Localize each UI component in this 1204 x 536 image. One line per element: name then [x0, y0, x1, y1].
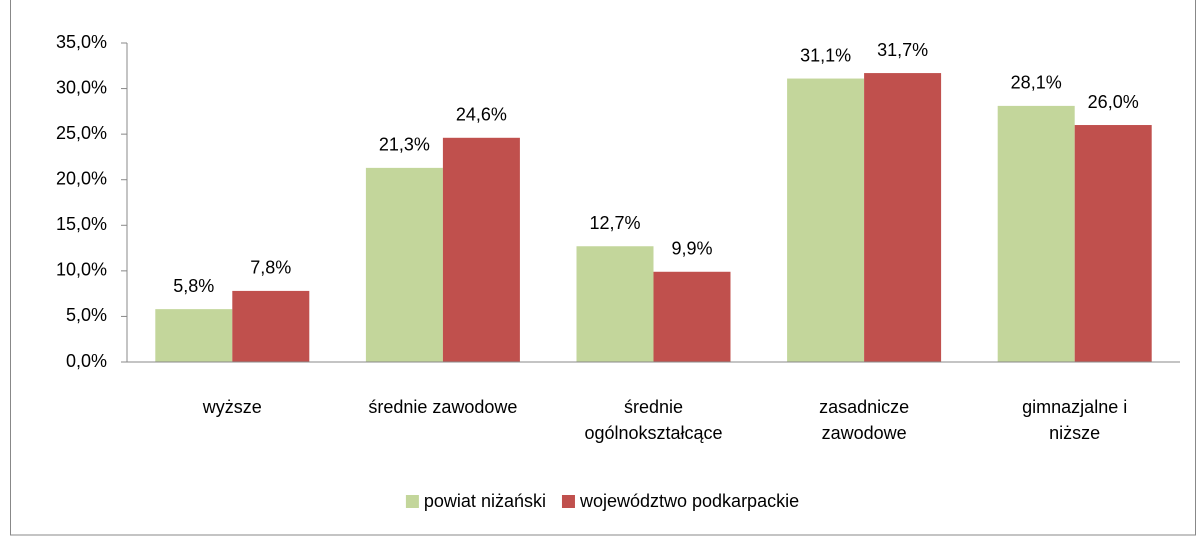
value-label: 12,7%: [589, 213, 640, 233]
value-label: 24,6%: [456, 105, 507, 125]
y-tick-label: 10,0%: [56, 260, 107, 280]
bar: [365, 167, 443, 362]
legend-swatch: [561, 495, 575, 508]
value-label: 28,1%: [1011, 73, 1062, 93]
x-tick-label: gimnazjalne i niższe: [1022, 397, 1127, 443]
bar: [653, 271, 731, 362]
legend-label: województwo podkarpackie: [579, 491, 799, 511]
bar: [155, 309, 233, 362]
value-label: 5,8%: [173, 276, 214, 296]
bar: [442, 137, 520, 362]
bar: [1074, 125, 1152, 363]
y-tick-label: 20,0%: [56, 168, 107, 188]
value-label: 26,0%: [1088, 92, 1139, 112]
x-tick-label: średnie zawodowe: [368, 397, 517, 417]
bar: [997, 105, 1075, 362]
value-label: 21,3%: [379, 135, 430, 155]
bar: [576, 246, 654, 362]
y-tick-label: 0,0%: [66, 351, 107, 371]
bar: [787, 78, 865, 362]
bar: [232, 290, 310, 362]
legend-swatch: [405, 495, 419, 508]
value-label: 31,7%: [877, 40, 928, 60]
x-tick-label: średnie ogólnokształcące: [584, 397, 722, 443]
value-label: 7,8%: [250, 258, 291, 278]
y-tick-label: 25,0%: [56, 123, 107, 143]
y-tick-label: 35,0%: [56, 32, 107, 52]
value-label: 31,1%: [800, 45, 851, 65]
x-tick-label: wyższe: [202, 397, 262, 417]
y-tick-label: 15,0%: [56, 214, 107, 234]
bar: [864, 73, 942, 362]
legend-label: powiat niżański: [424, 491, 546, 511]
y-tick-label: 5,0%: [66, 305, 107, 325]
x-tick-label: zasadnicze zawodowe: [819, 397, 909, 443]
value-label: 9,9%: [671, 239, 712, 259]
y-tick-label: 30,0%: [56, 77, 107, 97]
